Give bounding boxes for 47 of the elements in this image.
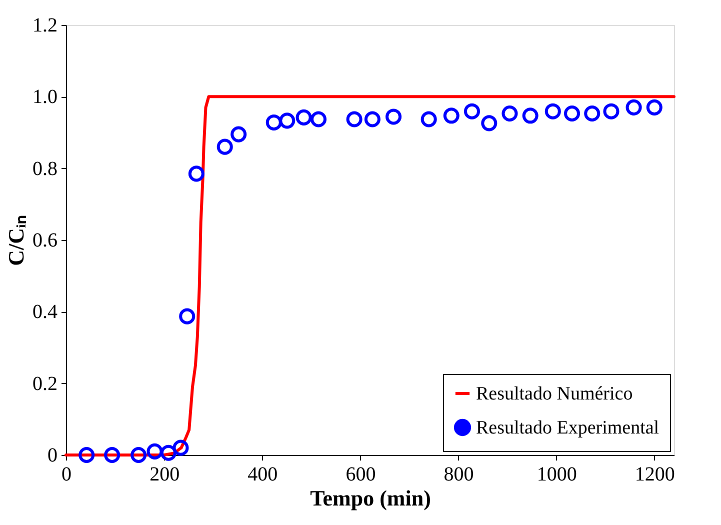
y-tick-label: 0.6: [32, 230, 58, 252]
x-tick-label: 1200: [634, 464, 675, 486]
y-tick-label: 1.0: [32, 86, 58, 108]
x-tick-label: 0: [62, 464, 72, 486]
x-tick-label: 1000: [536, 464, 577, 486]
point: [130, 446, 147, 464]
point: [502, 106, 518, 122]
point: [279, 112, 296, 129]
point: [603, 103, 620, 120]
point: [179, 308, 196, 324]
y-axis-title: C/Cᵢₙ: [4, 215, 28, 266]
point: [104, 446, 120, 464]
x-axis-title: Tempo (min): [310, 486, 431, 510]
point: [216, 138, 233, 155]
point: [364, 111, 380, 128]
point: [464, 103, 480, 120]
point: [266, 114, 282, 130]
y-tick-label: 0: [48, 444, 58, 466]
point: [160, 444, 176, 461]
x-tick-label: 600: [346, 464, 376, 486]
point: [646, 99, 662, 116]
y-tick-label: 1.2: [32, 14, 58, 36]
x-tick-label: 800: [444, 464, 474, 486]
point: [544, 103, 561, 120]
point: [146, 443, 163, 460]
point: [386, 108, 402, 125]
point: [296, 109, 312, 126]
point: [584, 106, 600, 122]
point: [172, 440, 189, 456]
point: [443, 108, 460, 124]
legend-label: Resultado Experimental: [476, 418, 660, 438]
y-tick-label: 0.4: [32, 301, 58, 324]
y-tick-label: 0.8: [32, 158, 58, 180]
point: [188, 166, 204, 182]
y-tick-label: 0.2: [32, 372, 58, 395]
point: [626, 99, 642, 116]
point: [230, 126, 247, 142]
point: [564, 106, 580, 122]
point: [310, 111, 327, 128]
point: [420, 111, 437, 128]
point: [346, 111, 362, 128]
point: [481, 115, 498, 132]
x-tick-label: 200: [150, 464, 180, 486]
point: [522, 108, 538, 124]
legend-label: Resultado Numérico: [476, 384, 633, 404]
point: [78, 446, 95, 464]
x-tick-label: 400: [248, 464, 278, 486]
